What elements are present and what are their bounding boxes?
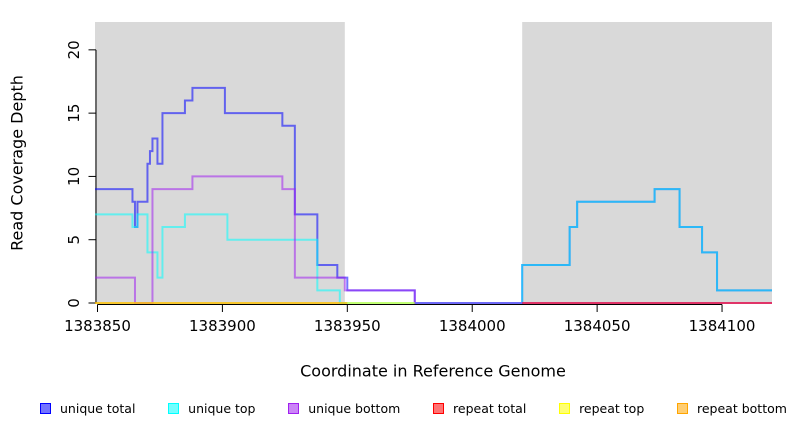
legend-swatch-icon bbox=[288, 402, 300, 414]
x-tick-label: 1383950 bbox=[314, 317, 381, 335]
legend-label: repeat bottom bbox=[697, 400, 787, 416]
legend-item-repeat-top: repeat top bbox=[559, 401, 644, 416]
legend-swatch-icon bbox=[677, 402, 688, 414]
legend-label: repeat total bbox=[453, 400, 527, 416]
x-axis-title: Coordinate in Reference Genome bbox=[300, 361, 566, 381]
shaded-region bbox=[522, 22, 772, 304]
x-tick-label: 1384100 bbox=[689, 317, 756, 335]
x-tick-label: 1384050 bbox=[564, 317, 631, 335]
legend-item-repeat-total: repeat total bbox=[433, 401, 526, 416]
legend-label: unique top bbox=[188, 400, 256, 416]
x-tick-label: 1383850 bbox=[64, 317, 131, 335]
legend-label: unique total bbox=[60, 400, 136, 416]
legend-swatch-icon bbox=[40, 402, 51, 414]
legend-item-unique-total: unique total bbox=[40, 401, 135, 416]
y-tick-label: 20 bbox=[65, 40, 83, 59]
legend-label: repeat top bbox=[579, 400, 645, 416]
shaded-region bbox=[95, 22, 345, 304]
series-unique-top bbox=[95, 188, 772, 304]
legend-item-unique-top: unique top bbox=[168, 401, 255, 416]
x-tick-label: 1383900 bbox=[189, 317, 256, 335]
legend-swatch-icon bbox=[559, 402, 571, 414]
legend-label: unique bottom bbox=[308, 400, 401, 416]
chart-legend: unique total unique top unique bottom repea… bbox=[40, 399, 787, 417]
y-tick-label: 5 bbox=[65, 235, 83, 245]
y-axis-title: Read Coverage Depth bbox=[7, 75, 27, 251]
legend-swatch-icon bbox=[168, 402, 180, 414]
legend-swatch-icon bbox=[433, 402, 445, 414]
legend-item-unique-bottom: unique bottom bbox=[288, 401, 400, 416]
y-tick-label: 15 bbox=[65, 104, 83, 123]
x-tick-label: 1384000 bbox=[439, 317, 506, 335]
legend-item-repeat-bottom: repeat bottom bbox=[677, 401, 787, 416]
y-tick-label: 0 bbox=[65, 298, 83, 308]
y-tick-label: 10 bbox=[65, 167, 83, 186]
